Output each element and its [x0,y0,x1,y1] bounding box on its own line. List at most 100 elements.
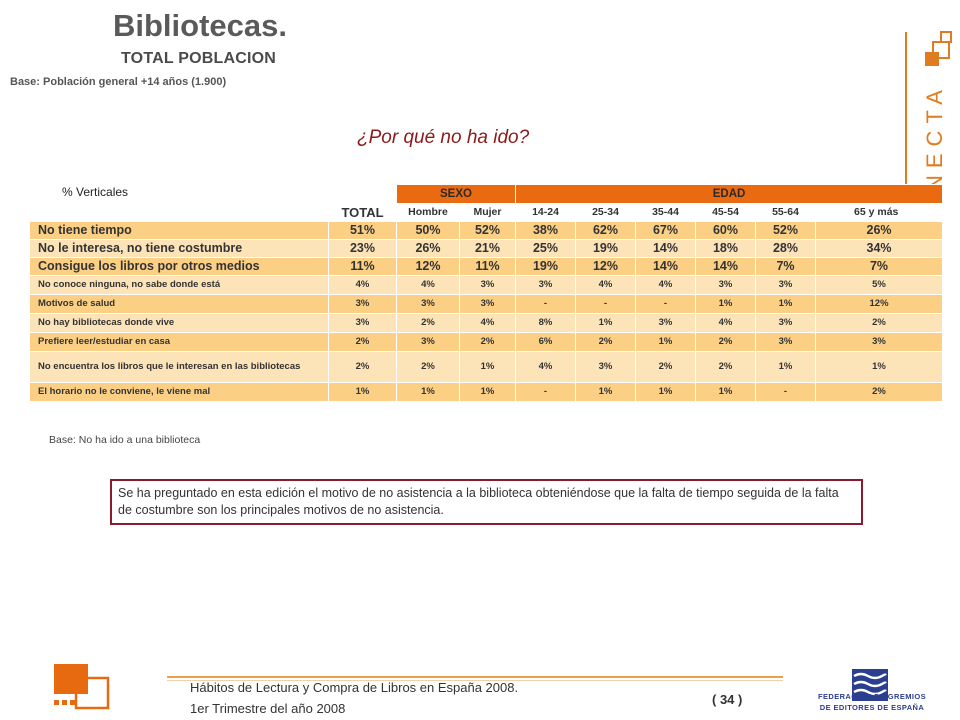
table-row: Prefiere leer/estudiar en casa 2% 3% 2% … [29,331,944,352]
footer-divider-light [167,680,783,681]
table-cell: 2% [695,350,756,383]
table-cell: 3% [755,312,816,333]
table-cell: 2% [328,350,397,383]
column-header-25-34: 25-34 [575,202,636,222]
table-cell: 3% [459,274,516,295]
table-cell: 4% [515,350,576,383]
footer-divider [167,676,783,678]
table-cell: 3% [515,274,576,295]
group-header-edad: EDAD [514,184,944,204]
table-cell: 60% [695,220,756,240]
survey-question: ¿Por qué no ha ido? [357,127,530,148]
results-table: SEXO EDAD TOTAL Hombre Mujer 14-24 25-34… [29,184,944,402]
table-cell: 67% [635,220,696,240]
brand-squares-icon [925,31,952,66]
row-label: Motivos de salud [29,293,329,314]
table-cell: 4% [459,312,516,333]
row-label: No tiene tiempo [29,220,329,240]
table-cell: 4% [328,274,397,295]
table-cell: 2% [575,331,636,352]
table-cell: 3% [755,331,816,352]
table-cell: 14% [695,256,756,276]
table-cell: 1% [695,381,756,402]
table-cell: 3% [328,293,397,314]
federation-emblem-icon [852,669,888,701]
row-label: El horario no le conviene, le viene mal [29,381,329,402]
table-row: No le interesa, no tiene costumbre 23% 2… [29,238,944,258]
row-label: Prefiere leer/estudiar en casa [29,331,329,352]
table-row: No tiene tiempo 51% 50% 52% 38% 62% 67% … [29,220,944,240]
footer-squares-logo-icon [54,664,110,710]
table-cell: 1% [695,293,756,314]
table-cell: 3% [755,274,816,295]
table-cell: 14% [635,256,696,276]
table-cell: 3% [695,274,756,295]
table-header-spacer [29,203,329,221]
table-cell: 18% [695,238,756,258]
table-cell: 2% [459,331,516,352]
footer-report-title: Hábitos de Lectura y Compra de Libros en… [190,680,519,695]
table-cell: 52% [459,220,516,240]
table-cell: 3% [814,331,944,352]
table-cell: 26% [396,238,460,258]
table-cell: 4% [695,312,756,333]
table-cell: 1% [459,350,516,383]
table-cell: 3% [635,312,696,333]
table-cell: 1% [814,350,944,383]
table-cell: 2% [396,350,460,383]
table-cell: 2% [328,331,397,352]
table-row: No conoce ninguna, no sabe donde está 4%… [29,274,944,295]
table-cell: 51% [328,220,397,240]
table-cell: 11% [459,256,516,276]
table-cell: 7% [755,256,816,276]
table-cell: 50% [396,220,460,240]
column-header-65-plus: 65 y más [814,202,944,222]
table-cell: 4% [396,274,460,295]
page-number: ( 34 ) [712,692,743,707]
table-cell: 1% [396,381,460,402]
table-cell: - [575,293,636,314]
table-cell: 1% [635,331,696,352]
table-cell: 3% [459,293,516,314]
table-row: No hay bibliotecas donde vive 3% 2% 4% 8… [29,312,944,333]
table-cell: 2% [814,381,944,402]
table-cell: - [755,381,816,402]
federation-name-line2: DE EDITORES DE ESPAÑA [819,703,925,712]
table-cell: 1% [635,381,696,402]
table-cell: 3% [396,331,460,352]
table-cell: 8% [515,312,576,333]
column-header-hombre: Hombre [396,202,460,222]
table-cell: 23% [328,238,397,258]
table-cell: - [515,293,576,314]
table-cell: 3% [328,312,397,333]
table-cell: - [635,293,696,314]
table-cell: 12% [814,293,944,314]
table-cell: 12% [396,256,460,276]
table-cell: 3% [575,350,636,383]
table-cell: 52% [755,220,816,240]
table-cell: 3% [396,293,460,314]
table-cell: 19% [575,238,636,258]
table-cell: 28% [755,238,816,258]
table-row: Consigue los libros por otros medios 11%… [29,256,944,276]
column-header-mujer: Mujer [459,202,516,222]
row-label: No conoce ninguna, no sabe donde está [29,274,329,295]
column-header-45-54: 45-54 [695,202,756,222]
table-cell: 21% [459,238,516,258]
table-group-header-row: SEXO EDAD [30,184,944,204]
page-subtitle: TOTAL POBLACION [121,50,276,67]
column-header-total: TOTAL [328,202,397,222]
table-cell: 25% [515,238,576,258]
table-header-spacer [30,185,329,204]
summary-note: Se ha preguntado en esta edición el moti… [110,479,863,525]
table-row: No encuentra los libros que le interesan… [29,350,944,383]
table-cell: 1% [755,350,816,383]
table-cell: 34% [814,238,944,258]
table-cell: 1% [459,381,516,402]
table-cell: 62% [575,220,636,240]
table-cell: 19% [515,256,576,276]
table-base-note: Base: No ha ido a una biblioteca [49,434,201,446]
table-column-header-row: TOTAL Hombre Mujer 14-24 25-34 35-44 45-… [29,202,944,222]
sample-base-note: Base: Población general +14 años (1.900) [10,76,227,88]
brand-divider [905,32,907,222]
